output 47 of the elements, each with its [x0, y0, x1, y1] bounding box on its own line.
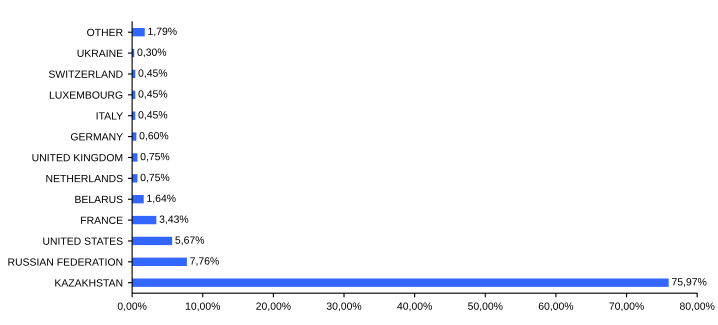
data-label: 7,76% — [190, 257, 219, 266]
data-label: 1,79% — [148, 28, 177, 36]
y-tick-label: LUXEMBOURG — [50, 91, 122, 99]
bar — [132, 236, 172, 246]
x-tick-label: 40,00% — [397, 302, 432, 312]
y-tick-label: GERMANY — [70, 133, 123, 140]
y-tick-label: FRANCE — [81, 216, 123, 224]
y-tick-label: KAZAKHSTAN — [55, 279, 122, 287]
bar — [132, 132, 136, 141]
data-label: 0,75% — [140, 174, 170, 182]
data-label: 0,45% — [138, 111, 168, 120]
y-tick-label: UKRAINE — [78, 50, 123, 57]
bar — [132, 112, 136, 120]
bar — [132, 70, 136, 78]
y-tick-label: UNITED KINGDOM — [32, 154, 122, 162]
x-tick-label: 50,00% — [468, 302, 503, 312]
y-tick-label: BELARUS — [75, 196, 123, 204]
data-label: 75,97% — [672, 278, 706, 287]
x-tick-label: 60,00% — [538, 302, 574, 312]
data-label: 1,64% — [147, 194, 176, 204]
bar — [132, 90, 136, 100]
x-tick-label: 20,00% — [256, 302, 291, 312]
x-tick-label: 0,00% — [118, 302, 147, 312]
x-tick-label: 70,00% — [609, 302, 644, 312]
bar — [132, 258, 187, 266]
data-label: 5,67% — [175, 236, 204, 245]
y-tick-label: RUSSIAN FEDERATION — [8, 258, 122, 266]
y-tick-label: ITALY — [96, 112, 123, 120]
x-tick-label: 30,00% — [326, 302, 362, 312]
data-label: 0,45% — [138, 69, 168, 78]
data-label: 3,43% — [160, 216, 188, 224]
bar — [132, 278, 669, 287]
data-label: 0,60% — [140, 132, 168, 141]
y-tick-label: UNITED STATES — [43, 237, 123, 245]
bar — [132, 174, 138, 183]
bar — [132, 28, 145, 36]
x-tick-label: 80,00% — [680, 302, 714, 312]
y-tick-label: OTHER — [87, 28, 123, 36]
bar — [132, 195, 144, 204]
y-tick-label: NETHERLANDS — [46, 174, 123, 182]
bar — [132, 153, 138, 162]
y-tick-label: SWITZERLAND — [48, 70, 123, 78]
data-label: 0,30% — [137, 48, 166, 58]
data-label: 0,45% — [138, 90, 168, 99]
bar — [132, 216, 156, 224]
x-tick-label: 10,00% — [186, 302, 220, 312]
data-label: 0,75% — [140, 152, 170, 162]
